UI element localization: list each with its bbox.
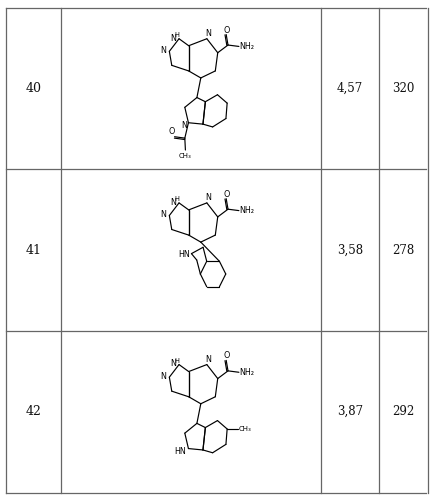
Text: H: H [175, 196, 179, 202]
Text: 40: 40 [26, 82, 42, 95]
Text: H: H [175, 358, 179, 364]
Text: N: N [161, 372, 166, 380]
Text: O: O [223, 26, 229, 35]
Text: 278: 278 [392, 244, 415, 256]
Text: O: O [223, 352, 229, 360]
Text: N: N [205, 354, 211, 364]
Text: HN: HN [178, 250, 190, 259]
Text: N: N [171, 198, 177, 206]
Text: CH₃: CH₃ [238, 426, 251, 432]
Text: 41: 41 [26, 244, 42, 256]
Text: N: N [181, 121, 187, 130]
Text: HN: HN [175, 446, 187, 456]
Text: N: N [171, 34, 177, 42]
Text: CH₃: CH₃ [179, 153, 192, 159]
Text: 3,87: 3,87 [337, 405, 363, 418]
Text: 4,57: 4,57 [337, 82, 363, 95]
Text: 3,58: 3,58 [337, 244, 363, 256]
Text: N: N [205, 193, 211, 202]
Text: NH₂: NH₂ [239, 206, 254, 215]
Text: N: N [171, 360, 177, 368]
Text: N: N [161, 210, 166, 219]
Text: N: N [205, 29, 211, 38]
Text: O: O [168, 127, 175, 136]
Text: 320: 320 [392, 82, 415, 95]
Text: N: N [161, 46, 166, 54]
Text: 42: 42 [26, 405, 41, 418]
Text: NH₂: NH₂ [239, 42, 254, 51]
Text: NH₂: NH₂ [239, 368, 254, 377]
Text: O: O [223, 190, 229, 198]
Text: H: H [175, 32, 179, 38]
Text: 292: 292 [392, 405, 415, 418]
